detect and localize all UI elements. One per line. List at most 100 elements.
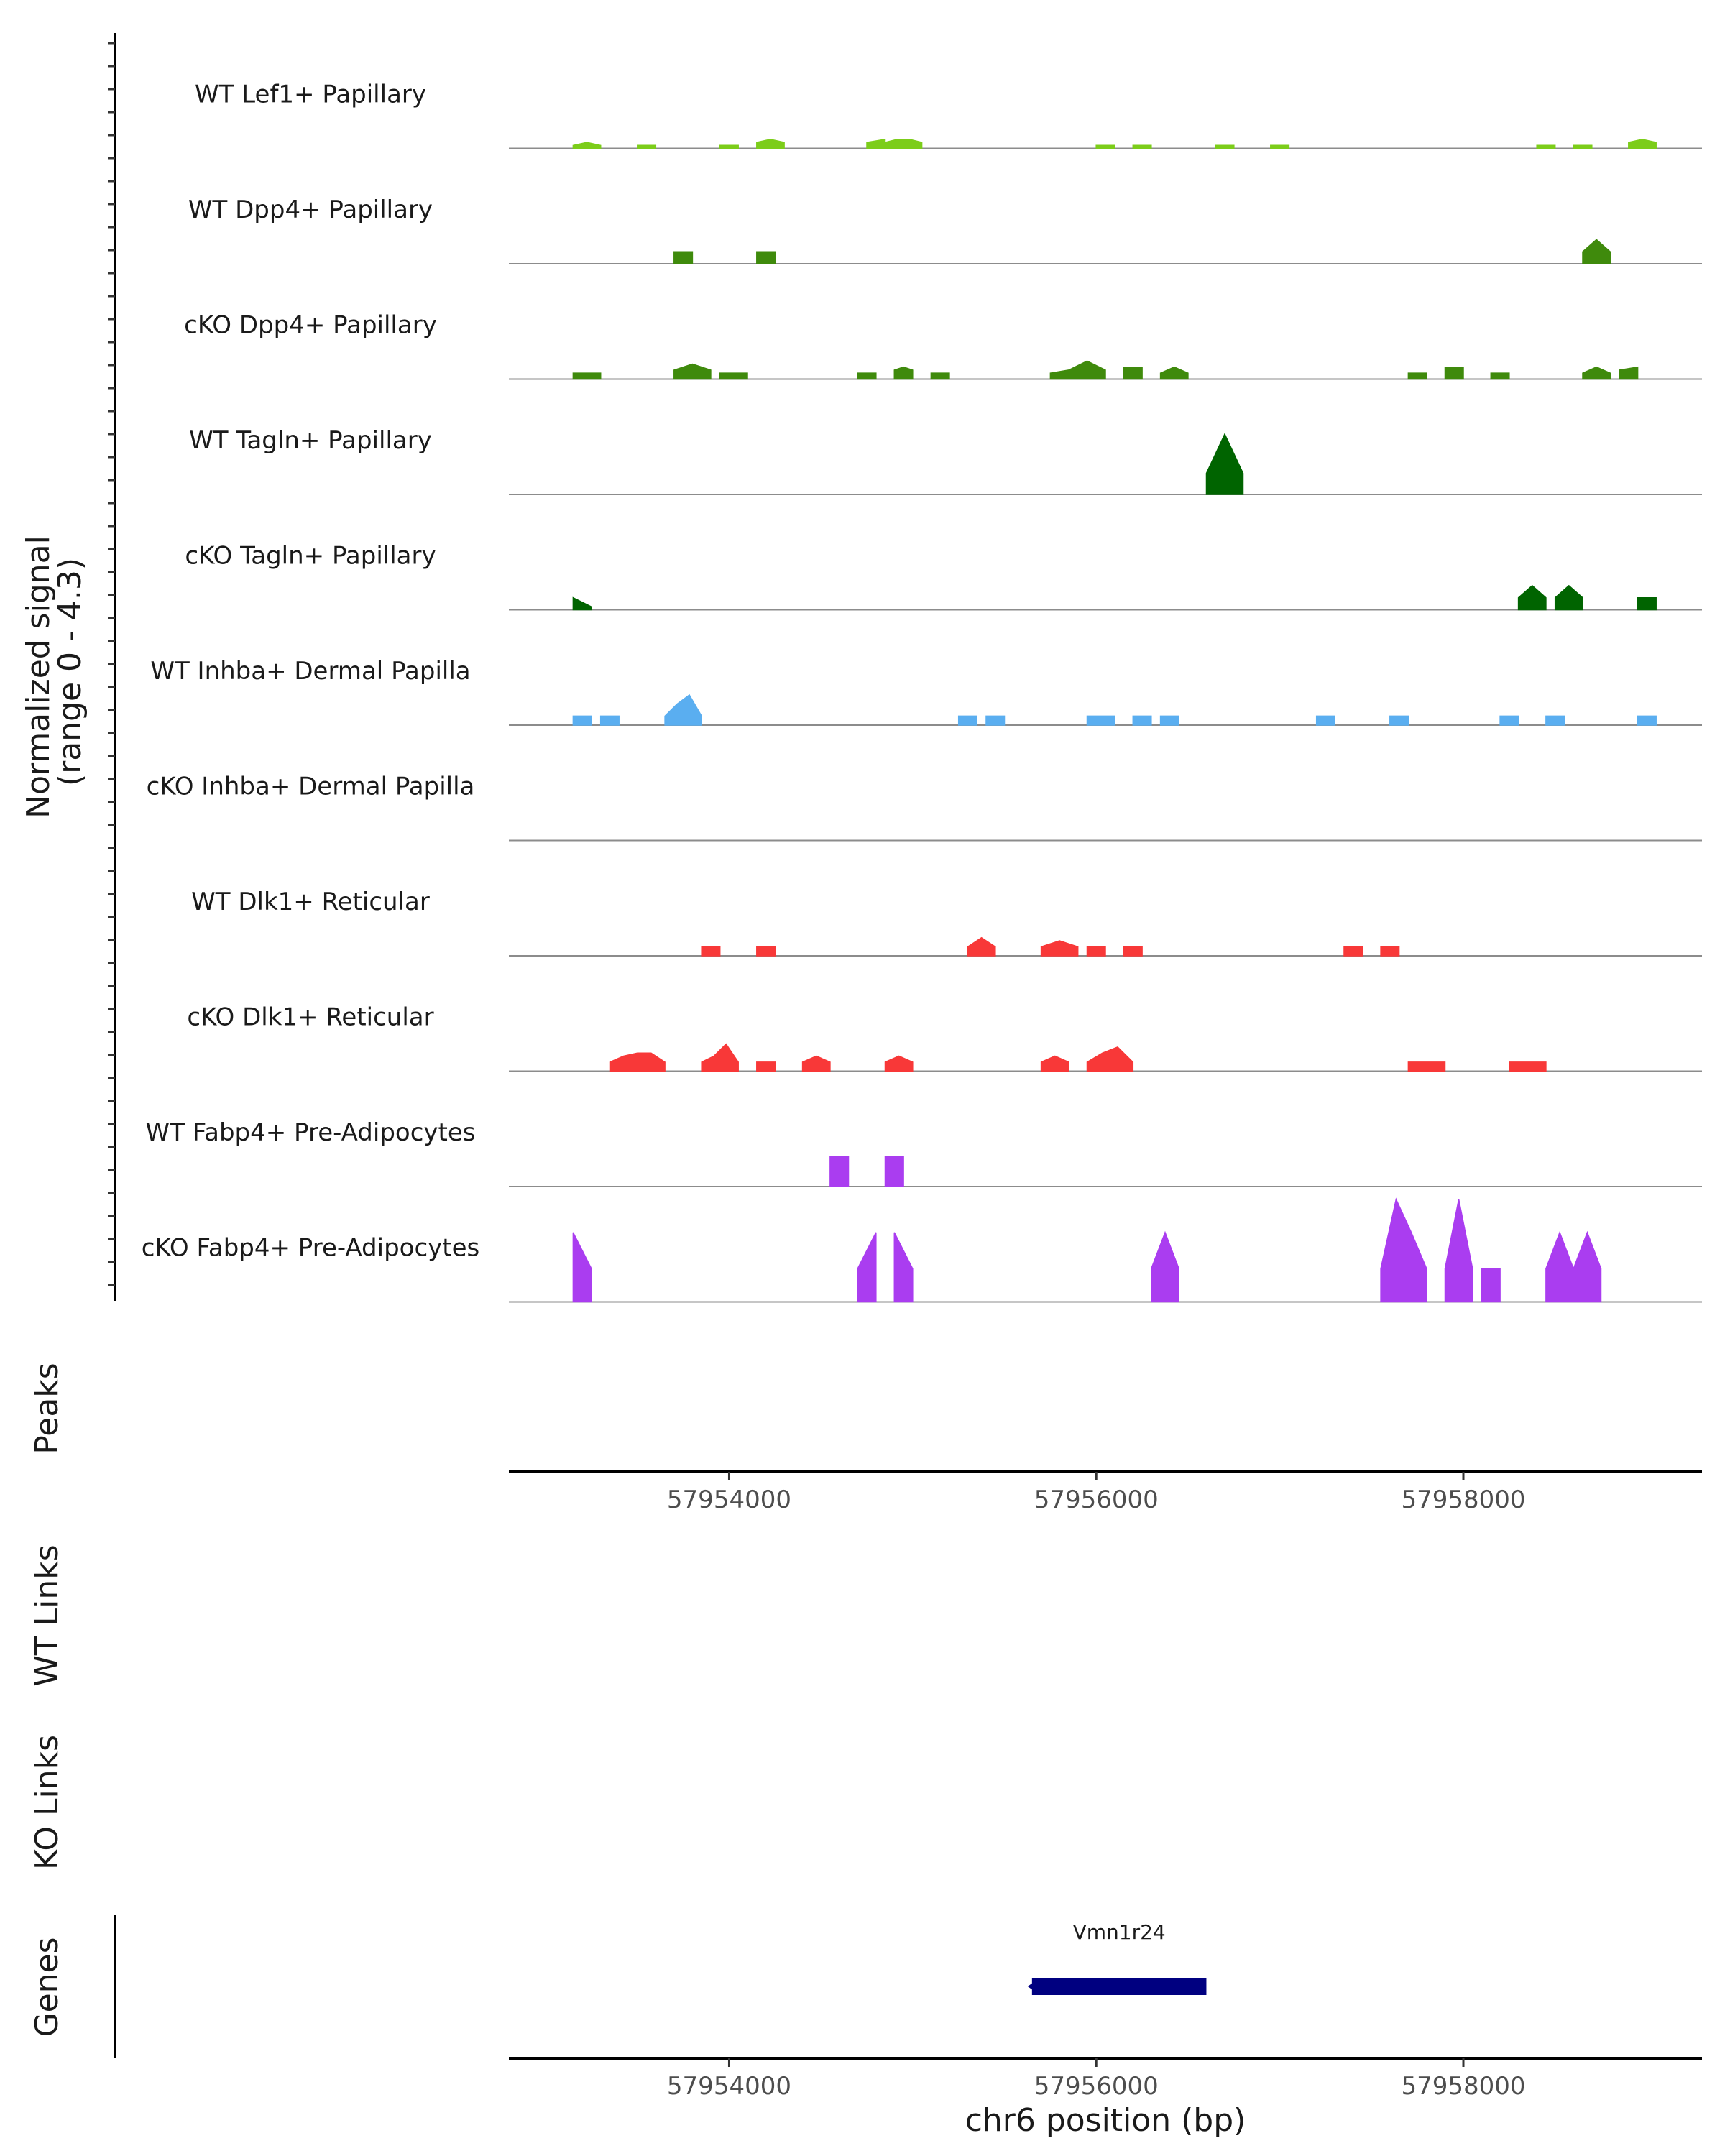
peaks-panel-label: Peaks: [29, 1363, 65, 1454]
gene-strand-arrow: [1027, 1979, 1038, 1994]
track: cKO Dlk1+ Reticular: [187, 1003, 1702, 1072]
x-tick-label: 57954000: [667, 1485, 791, 1514]
coverage-peak: [1151, 1230, 1179, 1303]
coverage-peak: [1582, 239, 1611, 264]
peaks-x-axis: 57954000 57956000 57958000: [667, 1472, 1526, 1514]
track-label: WT Tagln+ Papillary: [189, 426, 432, 455]
coverage-peak: [893, 1232, 914, 1303]
coverage-peak: [1215, 144, 1235, 149]
coverage-peak: [1086, 946, 1106, 957]
coverage-peak: [1380, 946, 1400, 957]
coverage-tracks: WT Lef1+ Papillary WT Dpp4+ Papillary cKO …: [142, 80, 1702, 1303]
track-label: WT Inhba+ Dermal Papilla: [150, 657, 470, 686]
coverage-peak: [985, 715, 1006, 726]
coverage-peak: [930, 372, 950, 380]
track: WT Tagln+ Papillary: [189, 426, 1702, 495]
coverage-peak: [1270, 144, 1290, 149]
coverage-peak: [1132, 144, 1152, 149]
coverage-peak: [957, 715, 978, 726]
track: cKO Dpp4+ Papillary: [184, 311, 1702, 380]
coverage-peak: [719, 372, 748, 380]
coverage-peak: [857, 372, 877, 380]
coverage-peak: [1637, 715, 1657, 726]
coverage-peak: [756, 251, 776, 264]
coverage-peak: [1582, 366, 1611, 380]
track-label: WT Dlk1+ Reticular: [191, 888, 430, 916]
track-label: WT Dpp4+ Papillary: [188, 195, 433, 224]
coverage-peak: [1444, 1199, 1473, 1303]
coverage-peak: [719, 144, 739, 149]
track-label: cKO Tagln+ Papillary: [185, 542, 436, 571]
coverage-peak: [673, 363, 712, 380]
coverage-peak: [1554, 584, 1583, 611]
gene-track: Vmn1r24: [1027, 1920, 1207, 1995]
coverage-peak: [1444, 366, 1464, 380]
coverage-peak: [1389, 715, 1409, 726]
coverage-peak: [599, 715, 620, 726]
coverage-peak: [893, 366, 914, 380]
coverage-peak: [967, 936, 996, 957]
coverage-peak: [1481, 1268, 1501, 1303]
track-label: WT Lef1+ Papillary: [195, 80, 426, 109]
ko-links-panel-label: KO Links: [29, 1735, 65, 1870]
coverage-peak: [572, 596, 592, 611]
wt-links-panel-label: WT Links: [29, 1544, 65, 1686]
coverage-peak: [1159, 715, 1179, 726]
coverage-peak: [884, 1156, 904, 1187]
coverage-peak: [664, 694, 702, 726]
coverage-peak: [756, 1061, 776, 1072]
coverage-peak: [1637, 596, 1657, 611]
coverage-peak: [1619, 366, 1639, 380]
coverage-peak: [1159, 366, 1189, 380]
coverage-peak: [857, 1232, 877, 1303]
track: WT Inhba+ Dermal Papilla: [150, 657, 1702, 726]
coverage-peak: [1040, 1055, 1070, 1072]
coverage-peak: [1407, 372, 1427, 380]
coverage-peak: [866, 139, 886, 149]
track: WT Dlk1+ Reticular: [191, 888, 1702, 957]
coverage-peak: [1628, 139, 1657, 149]
track: WT Fabp4+ Pre-Adipocytes: [146, 1118, 1702, 1187]
coverage-peak: [756, 139, 785, 149]
x-tick-label: 57954000: [667, 2072, 791, 2101]
coverage-peak: [1545, 715, 1565, 726]
x-tick-label: 57958000: [1401, 2072, 1525, 2101]
track: cKO Fabp4+ Pre-Adipocytes: [142, 1197, 1702, 1303]
track-label: cKO Inhba+ Dermal Papilla: [147, 773, 475, 801]
coverage-peak: [1517, 584, 1547, 611]
x-tick-label: 57956000: [1034, 2072, 1159, 2101]
x-axis-title: chr6 position (bp): [965, 2102, 1246, 2139]
coverage-peak: [1086, 715, 1116, 726]
coverage-peak: [701, 946, 721, 957]
coverage-peak: [637, 144, 657, 149]
coverage-peak: [801, 1055, 831, 1072]
coverage-peak: [1132, 715, 1152, 726]
coverage-peak: [1343, 946, 1363, 957]
track-label: cKO Dlk1+ Reticular: [187, 1003, 433, 1032]
genes-panel-label: Genes: [29, 1937, 65, 2037]
coverage-peak: [572, 1232, 592, 1303]
x-tick-label: 57956000: [1034, 1485, 1159, 1514]
coverage-peak: [829, 1156, 850, 1187]
coverage-peak: [1049, 360, 1106, 380]
coverage-peak: [572, 142, 602, 149]
coverage-peak: [1545, 1230, 1602, 1303]
coverage-peak: [884, 1055, 914, 1072]
track-label: WT Fabp4+ Pre-Adipocytes: [146, 1118, 476, 1147]
coverage-peak: [572, 372, 602, 380]
track: WT Lef1+ Papillary: [195, 80, 1702, 149]
coverage-peak: [1205, 433, 1244, 495]
coverage-peak: [1509, 1061, 1547, 1072]
coverage-peak: [1315, 715, 1335, 726]
coverage-peak: [1573, 144, 1593, 149]
track-label: cKO Fabp4+ Pre-Adipocytes: [142, 1234, 480, 1263]
coverage-peak: [1536, 144, 1556, 149]
coverage-peak: [1380, 1197, 1427, 1303]
genes-x-axis: 57954000 57956000 57958000: [667, 2058, 1526, 2101]
gene-body: [1031, 1978, 1207, 1995]
coverage-peak: [1123, 366, 1143, 380]
coverage-peak: [1499, 715, 1519, 726]
x-tick-label: 57958000: [1401, 1485, 1525, 1514]
track: WT Dpp4+ Papillary: [188, 195, 1702, 264]
